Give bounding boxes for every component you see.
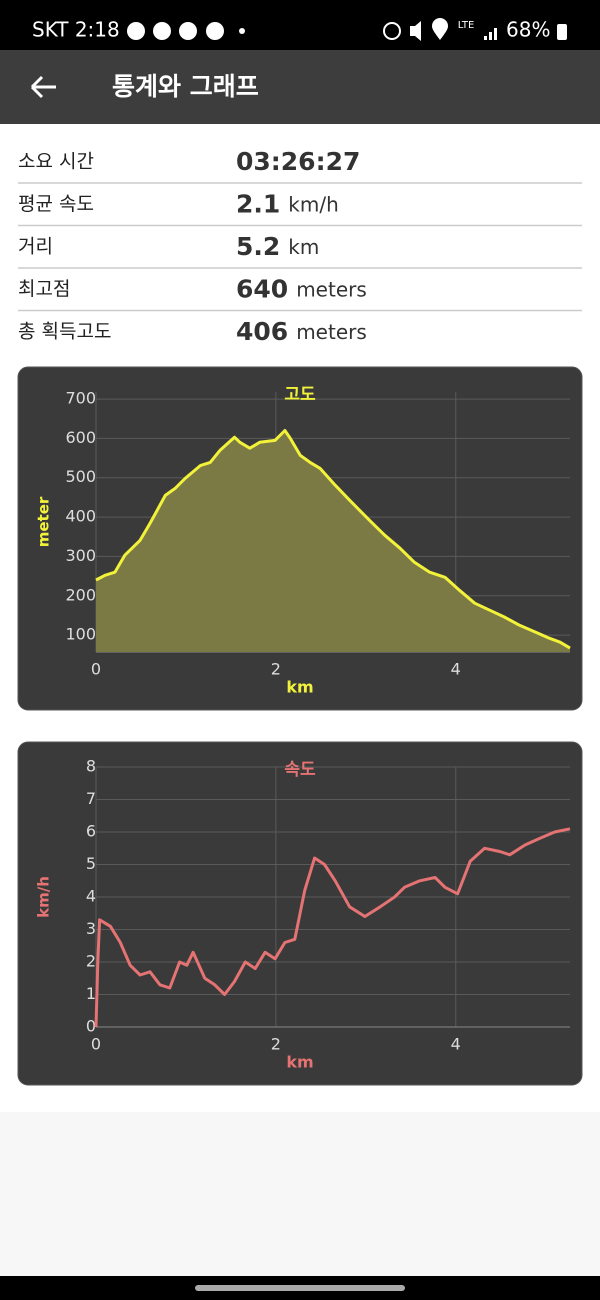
status-icon — [127, 22, 145, 40]
stat-value-row: 5.2 km — [236, 232, 319, 261]
status-icon — [179, 22, 197, 40]
y-tick-label: 1 — [86, 984, 96, 1003]
x-tick-label: 4 — [451, 1035, 461, 1054]
area-fill — [96, 430, 570, 652]
stat-value: 5.2 — [236, 232, 280, 261]
stat-value-row: 406 meters — [236, 317, 367, 346]
y-tick-label: 400 — [65, 507, 96, 526]
stat-unit: meters — [296, 277, 367, 301]
x-axis-label: km — [286, 678, 313, 697]
carrier-time: SKT 2:18 — [32, 18, 120, 42]
location-icon — [432, 18, 448, 40]
stats-list: 소요 시간 03:26:27 평균 속도 2.1 km/h 거리 5.2 km 최고점 640 me… — [18, 147, 582, 346]
y-tick-label: 100 — [65, 625, 96, 644]
chart-title: 속도 — [284, 760, 316, 780]
y-axis-label: meter — [35, 496, 53, 547]
stat-value: 2.1 — [236, 190, 280, 219]
y-tick-label: 200 — [65, 585, 96, 604]
line — [94, 827, 571, 1028]
app-bar — [0, 50, 600, 124]
status-bar — [0, 0, 600, 50]
x-tick-label: 0 — [91, 660, 101, 679]
y-tick-label: 600 — [65, 428, 96, 447]
y-tick-label: 4 — [86, 887, 96, 906]
x-tick-label: 0 — [91, 1035, 101, 1054]
y-tick-label: 6 — [86, 822, 96, 841]
stat-value: 03:26:27 — [236, 147, 360, 176]
stat-label: 거리 — [18, 236, 53, 258]
stat-value: 406 — [236, 317, 288, 346]
alarm-icon — [383, 22, 401, 40]
y-tick-label: 0 — [86, 1017, 96, 1036]
charts: 100 200 300 400 500 600 700 0 2 4 고도 km meter 0 1 2 3 4 5 6… — [17, 366, 583, 1086]
stat-value-row: 640 meters — [236, 275, 367, 304]
chart-title: 고도 — [284, 385, 316, 405]
app-title: 통계와 그래프 — [112, 72, 259, 101]
stat-label: 최고점 — [18, 278, 70, 300]
x-tick-label: 2 — [271, 660, 281, 679]
stat-unit: km — [288, 235, 319, 259]
x-tick-label: 2 — [271, 1035, 281, 1054]
y-tick-label: 3 — [86, 919, 96, 938]
y-tick-label: 300 — [65, 546, 96, 565]
mute-icon — [410, 21, 421, 41]
signal-icon — [484, 28, 497, 40]
y-tick-label: 700 — [65, 389, 96, 408]
stat-label: 평균 속도 — [18, 193, 94, 215]
y-axis-label: km/h — [35, 876, 53, 918]
y-tick-label: 5 — [86, 854, 96, 873]
status-icon — [239, 28, 245, 34]
network-type: LTE — [458, 20, 475, 31]
stat-value: 640 — [236, 275, 288, 304]
y-tick-label: 2 — [86, 952, 96, 971]
battery-icon — [557, 24, 567, 40]
status-icon — [206, 22, 224, 40]
battery-level: 68% — [506, 18, 550, 42]
x-tick-label: 4 — [451, 660, 461, 679]
home-indicator[interactable] — [195, 1285, 405, 1291]
stat-value-row: 2.1 km/h — [236, 190, 339, 219]
footer-area — [0, 1112, 600, 1276]
stat-label: 총 획득고도 — [18, 321, 111, 343]
stat-value-row: 03:26:27 — [236, 147, 360, 176]
stat-unit: meters — [296, 320, 367, 344]
line — [95, 429, 571, 650]
y-tick-label: 7 — [86, 789, 96, 808]
status-icon — [153, 22, 171, 40]
stat-label: 소요 시간 — [18, 151, 94, 173]
stat-unit: km/h — [288, 192, 338, 216]
y-tick-label: 8 — [86, 757, 96, 776]
x-axis-label: km — [286, 1053, 313, 1072]
y-tick-label: 500 — [65, 467, 96, 486]
back-button[interactable] — [30, 75, 56, 99]
